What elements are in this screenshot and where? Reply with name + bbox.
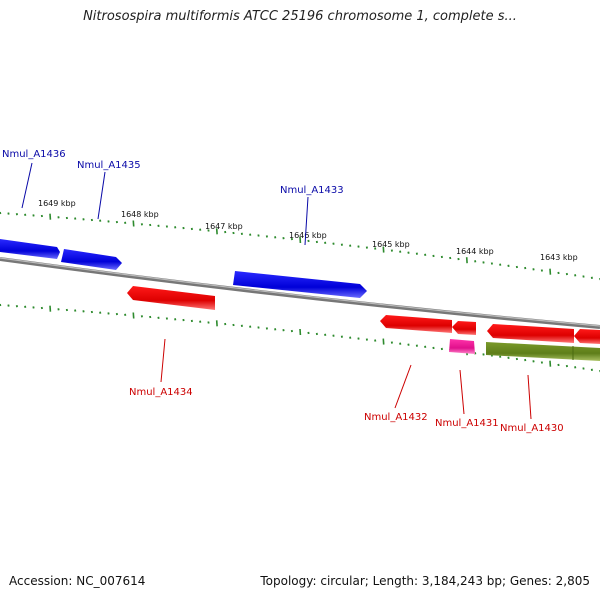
gene-Nmul-A1432[interactable] bbox=[380, 315, 452, 333]
gene-label-Nmul-A1434: Nmul_A1434 bbox=[129, 387, 193, 398]
gene-label-Nmul-A1430: Nmul_A1430 bbox=[500, 423, 564, 434]
gene-Nmul-A1436[interactable] bbox=[0, 239, 60, 259]
gene-Nmul-A1434[interactable] bbox=[127, 286, 215, 310]
gene-olive-track[interactable] bbox=[486, 342, 600, 361]
genome-summary-text: Topology: circular; Length: 3,184,243 bp… bbox=[260, 574, 590, 588]
kbp-label-1644: 1644 kbp bbox=[456, 247, 494, 256]
gene-label-Nmul-A1436: Nmul_A1436 bbox=[2, 149, 66, 160]
gene-Nmul-A1432b[interactable] bbox=[452, 321, 476, 335]
gene-Nmul-A1435[interactable] bbox=[61, 249, 122, 270]
kbp-label-1648: 1648 kbp bbox=[121, 210, 159, 219]
reverse-tick-track bbox=[0, 303, 600, 373]
kbp-label-1646: 1646 kbp bbox=[289, 231, 327, 240]
gene-labels: Nmul_A1436 Nmul_A1435 Nmul_A1433 Nmul_A1… bbox=[2, 149, 564, 434]
forward-tick-track bbox=[0, 211, 600, 281]
label-leaders bbox=[21, 162, 532, 420]
gene-label-Nmul-A1433: Nmul_A1433 bbox=[280, 185, 344, 196]
kbp-label-1649: 1649 kbp bbox=[38, 199, 76, 208]
chromosome-backbone bbox=[0, 257, 600, 329]
gene-Nmul-A1430[interactable] bbox=[487, 324, 600, 344]
gene-label-Nmul-A1431: Nmul_A1431 bbox=[435, 418, 499, 429]
accession-text: Accession: NC_007614 bbox=[9, 574, 146, 588]
kbp-labels: 1649 kbp 1648 kbp 1647 kbp 1646 kbp 1645… bbox=[38, 199, 578, 262]
map-title: Nitrosospira multiformis ATCC 25196 chro… bbox=[83, 9, 517, 24]
gene-label-Nmul-A1432: Nmul_A1432 bbox=[364, 412, 428, 423]
gene-Nmul-A1433[interactable] bbox=[233, 271, 367, 298]
gene-label-Nmul-A1435: Nmul_A1435 bbox=[77, 160, 141, 171]
kbp-label-1647: 1647 kbp bbox=[205, 222, 243, 231]
kbp-label-1645: 1645 kbp bbox=[372, 240, 410, 249]
gene-Nmul-A1431[interactable] bbox=[449, 339, 475, 354]
kbp-label-1643: 1643 kbp bbox=[540, 253, 578, 262]
